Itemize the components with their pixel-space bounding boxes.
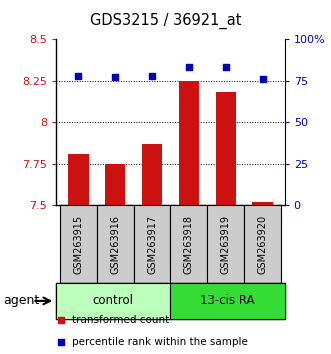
Text: GSM263919: GSM263919 [221,215,231,274]
Bar [170,205,207,283]
Bar [134,205,170,283]
Text: agent: agent [3,295,40,307]
Bar [142,144,162,205]
Point [58,339,64,345]
Bar [179,80,199,205]
Bar [207,205,244,283]
Point [113,74,118,80]
Bar [60,205,97,283]
Point [186,64,192,70]
Text: transformed count: transformed count [72,315,169,325]
Text: percentile rank within the sample: percentile rank within the sample [72,337,248,347]
Text: GSM263918: GSM263918 [184,215,194,274]
Bar [105,164,125,205]
Point [260,76,265,82]
Bar [244,205,281,283]
Text: GSM263917: GSM263917 [147,215,157,274]
Text: GSM263916: GSM263916 [110,215,120,274]
Point [149,73,155,78]
Point [76,73,81,78]
Point [223,64,228,70]
Text: GSM263915: GSM263915 [73,215,83,274]
Bar [253,202,273,205]
Bar [56,283,170,319]
Bar [215,92,236,205]
Text: GSM263920: GSM263920 [258,215,267,274]
Bar [170,283,285,319]
Text: 13-cis RA: 13-cis RA [200,295,255,307]
Bar [68,154,88,205]
Bar [97,205,134,283]
Text: GDS3215 / 36921_at: GDS3215 / 36921_at [90,12,241,29]
Text: control: control [93,295,134,307]
Point [58,317,64,323]
